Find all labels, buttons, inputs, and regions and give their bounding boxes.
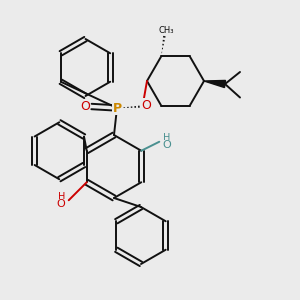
- Text: O: O: [162, 140, 171, 150]
- Text: H: H: [163, 133, 170, 143]
- Text: P: P: [112, 101, 122, 115]
- Text: O: O: [57, 199, 66, 209]
- Text: O: O: [80, 100, 90, 113]
- Text: CH₃: CH₃: [158, 26, 173, 35]
- Text: O: O: [141, 99, 151, 112]
- Polygon shape: [204, 80, 226, 88]
- Text: H: H: [58, 192, 65, 202]
